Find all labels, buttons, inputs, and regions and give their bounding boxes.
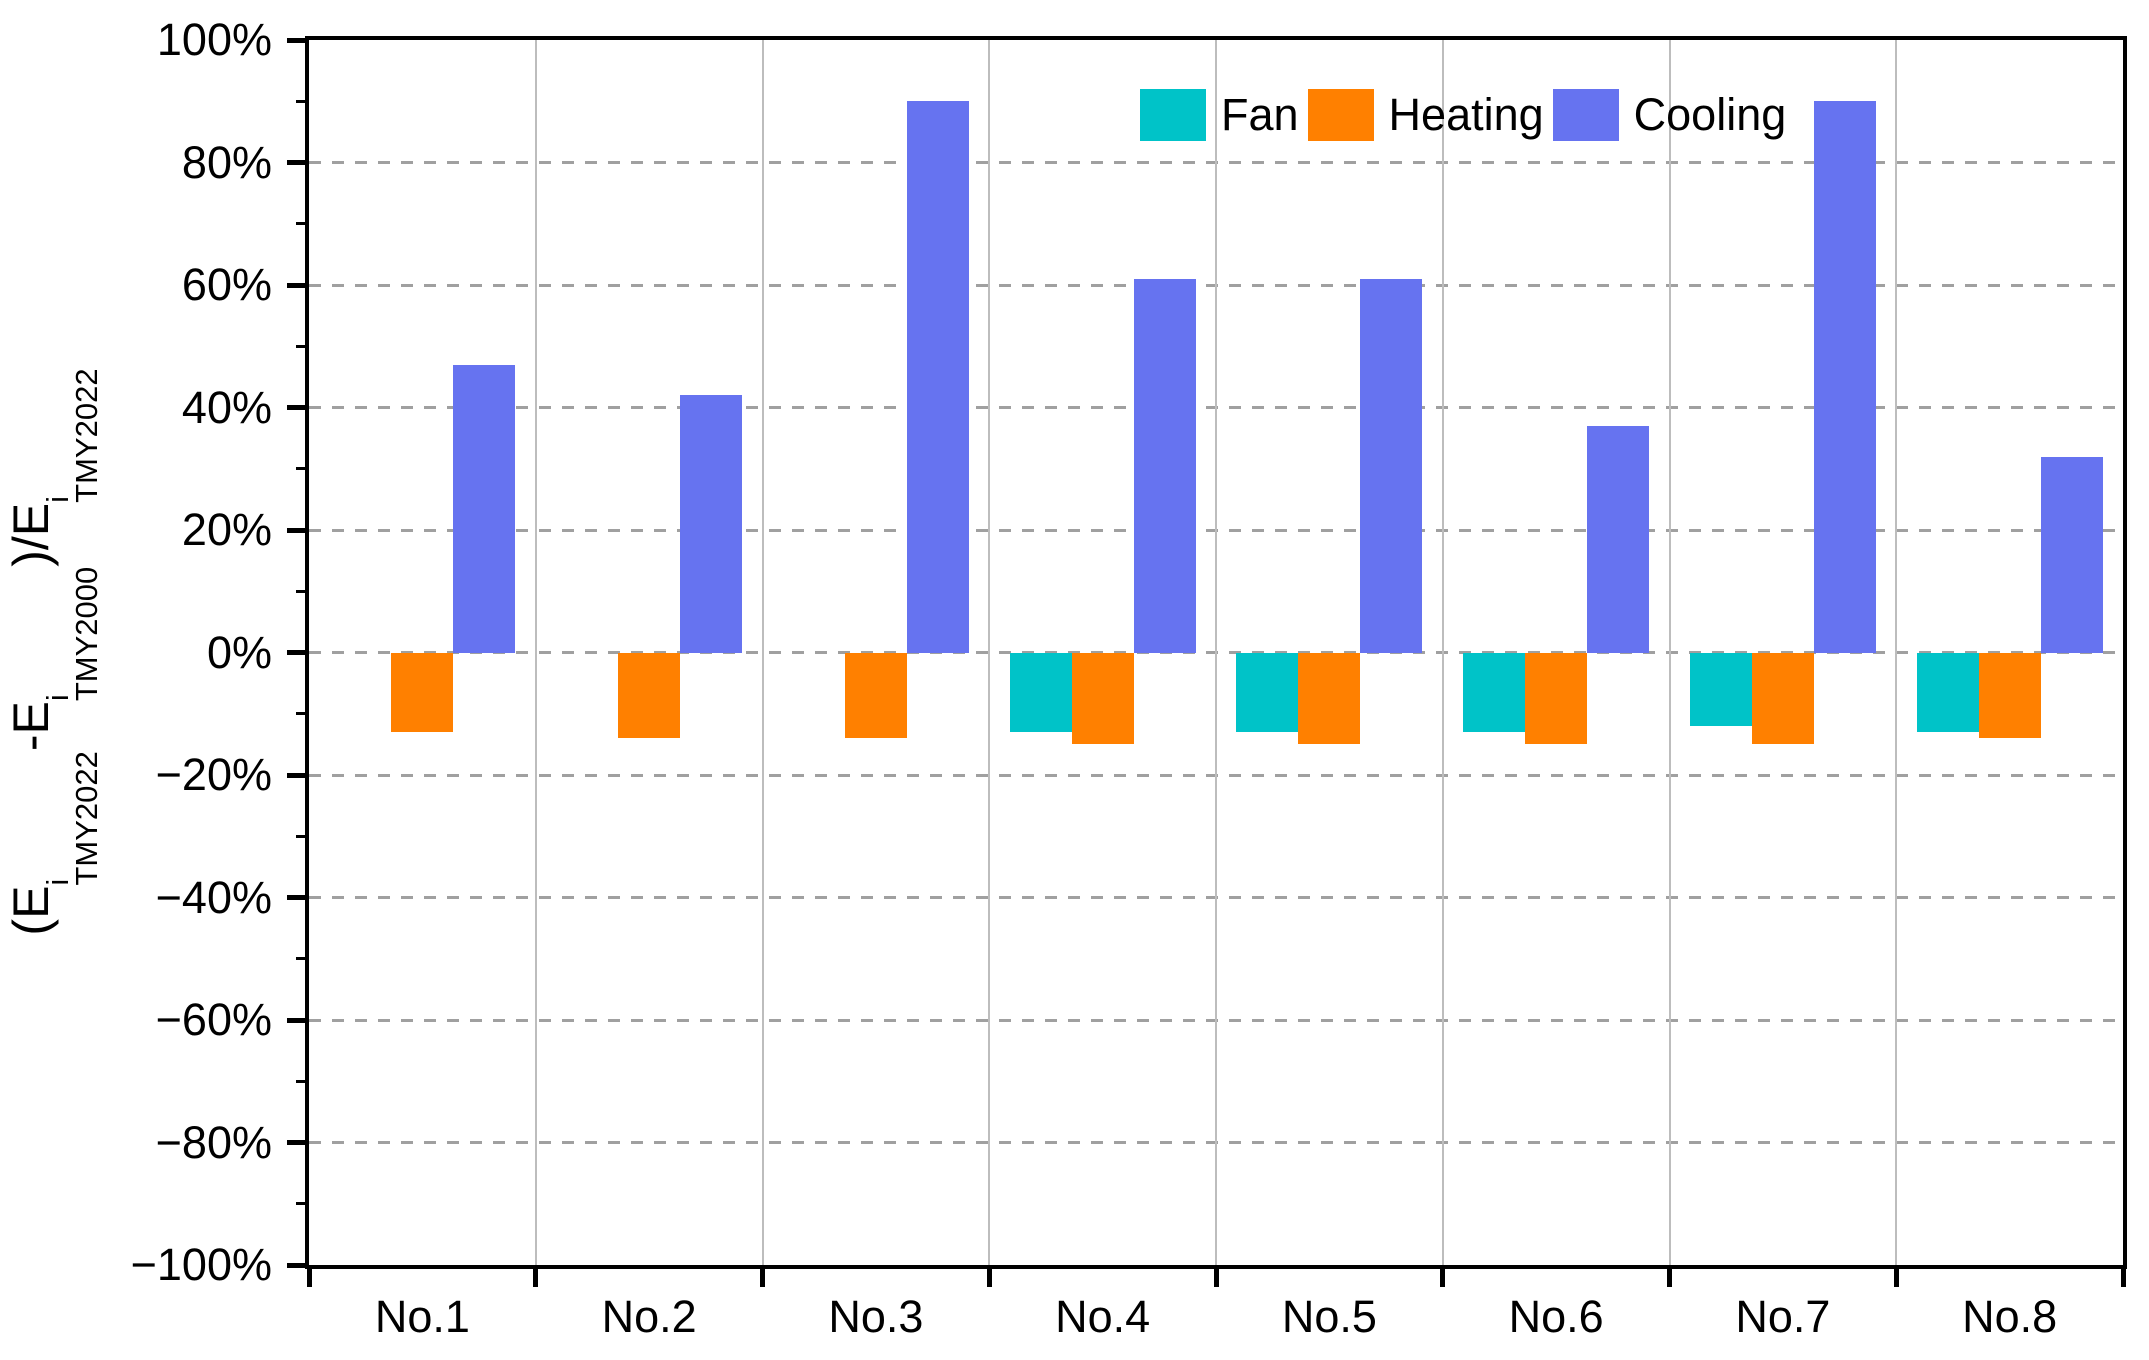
x-tick — [306, 1265, 312, 1287]
y-tick-label: 0% — [206, 626, 272, 678]
v-gridline — [761, 40, 764, 1265]
bar-cooling-no2 — [680, 395, 743, 653]
y-major-tick — [287, 37, 309, 43]
y-tick-label: −80% — [155, 1116, 272, 1168]
x-tick-label: No.3 — [828, 1291, 924, 1342]
y-minor-tick — [296, 344, 309, 348]
y-tick-label: −40% — [155, 871, 272, 923]
y-title-text: )/E — [3, 502, 59, 567]
y-tick-label: −60% — [155, 994, 272, 1045]
bar-cooling-no3 — [906, 101, 969, 653]
bar-heating-no3 — [844, 652, 907, 739]
x-tick-label: No.5 — [1281, 1291, 1377, 1342]
x-tick-label: No.2 — [601, 1291, 697, 1342]
x-tick — [2120, 1265, 2126, 1287]
legend-label-fan: Fan — [1221, 89, 1299, 140]
bar-fan-no4 — [1009, 652, 1072, 733]
legend-swatch-cooling — [1552, 89, 1619, 141]
bar-cooling-no1 — [453, 364, 516, 653]
y-tick-label: −100% — [130, 1239, 272, 1290]
y-tick-label: 80% — [181, 136, 272, 188]
y-tick-label: 60% — [181, 259, 272, 310]
y-minor-tick — [296, 712, 309, 716]
y-tick-label: 20% — [181, 504, 272, 555]
v-gridline — [1215, 40, 1217, 1265]
y-minor-tick — [296, 834, 309, 838]
bar-heating-no6 — [1525, 652, 1588, 745]
x-tick-label: No.8 — [1962, 1291, 2058, 1342]
y-major-tick — [287, 160, 309, 165]
bar-cooling-no8 — [2040, 456, 2103, 653]
x-tick-label: No.4 — [1055, 1291, 1151, 1342]
legend-label-heating: Heating — [1388, 89, 1544, 140]
y-major-tick — [287, 527, 309, 533]
x-tick-label: No.1 — [374, 1291, 470, 1342]
bar-heating-no2 — [618, 652, 681, 739]
y-major-tick — [287, 1017, 309, 1023]
bar-cooling-no5 — [1360, 278, 1423, 653]
y-major-tick — [287, 772, 309, 778]
bar-cooling-no7 — [1813, 101, 1876, 653]
y-minor-tick — [296, 1202, 309, 1206]
bar-cooling-no6 — [1587, 425, 1650, 653]
x-tick — [1440, 1265, 1446, 1287]
v-gridline — [988, 40, 991, 1265]
legend: Fan Heating Cooling — [1140, 89, 1795, 141]
bar-cooling-no4 — [1133, 278, 1196, 653]
bar-heating-no4 — [1071, 652, 1134, 745]
x-tick — [1213, 1265, 1219, 1287]
y-minor-tick — [296, 1079, 309, 1083]
x-tick — [1667, 1265, 1672, 1287]
v-gridline — [1668, 40, 1671, 1265]
x-tick-label: No.6 — [1508, 1291, 1604, 1342]
y-tick-label: 100% — [156, 14, 272, 65]
y-tick-label: 40% — [181, 381, 272, 433]
bar-heating-no8 — [1978, 652, 2041, 739]
bar-fan-no6 — [1463, 652, 1526, 733]
y-major-tick — [287, 405, 309, 410]
y-title-text: (E — [3, 885, 59, 936]
y-minor-tick — [296, 589, 309, 593]
bar-heating-no5 — [1298, 652, 1361, 745]
x-tick — [1893, 1265, 1899, 1287]
y-major-tick — [287, 1140, 309, 1145]
x-tick — [760, 1265, 765, 1287]
bar-heating-no1 — [391, 652, 454, 733]
y-major-tick — [287, 650, 309, 655]
y-minor-tick — [296, 99, 309, 103]
y-minor-tick — [296, 957, 309, 961]
y-tick-label: −20% — [155, 749, 272, 800]
bar-heating-no7 — [1751, 652, 1814, 745]
plot-area — [309, 40, 2123, 1265]
y-major-tick — [287, 895, 309, 900]
bar-fan-no5 — [1236, 652, 1299, 733]
v-gridline — [1895, 40, 1898, 1265]
bar-fan-no7 — [1689, 652, 1752, 726]
y-title-text: -E — [3, 701, 59, 752]
y-major-tick — [287, 282, 309, 288]
legend-swatch-fan — [1140, 89, 1206, 141]
bar-fan-no8 — [1916, 652, 1979, 733]
v-gridline — [534, 40, 537, 1265]
y-minor-tick — [296, 222, 309, 226]
legend-swatch-heating — [1307, 89, 1374, 141]
y-major-tick — [287, 1262, 309, 1268]
legend-label-cooling: Cooling — [1633, 89, 1787, 140]
x-tick-label: No.7 — [1735, 1291, 1831, 1342]
y-minor-tick — [296, 467, 309, 471]
v-gridline — [1441, 40, 1444, 1265]
x-tick — [986, 1265, 992, 1287]
x-tick — [533, 1265, 539, 1287]
